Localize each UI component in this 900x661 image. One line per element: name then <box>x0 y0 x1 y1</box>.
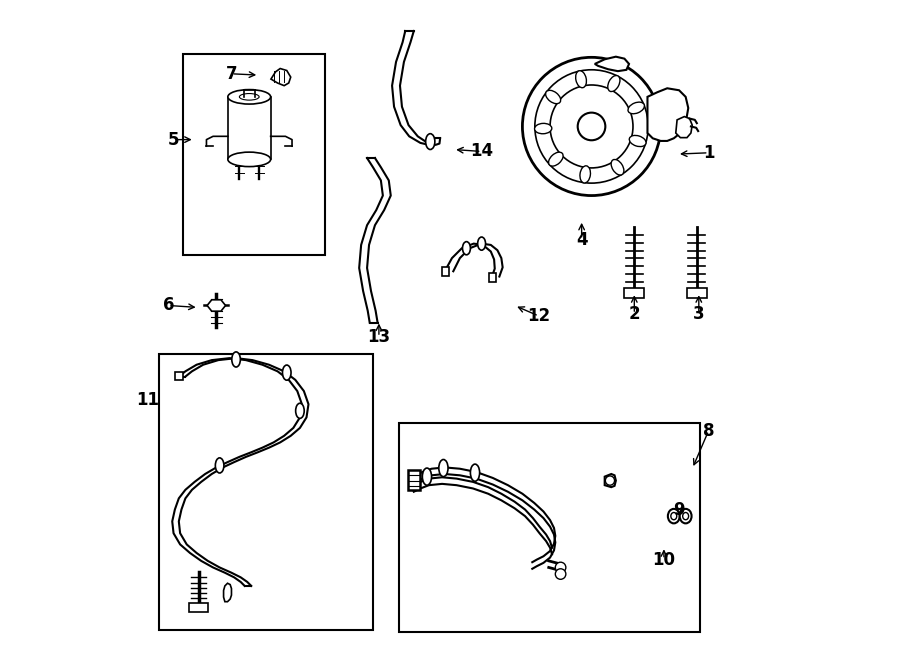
Text: 12: 12 <box>527 307 551 325</box>
Ellipse shape <box>463 242 471 254</box>
Bar <box>184 54 325 254</box>
Ellipse shape <box>478 237 485 251</box>
Ellipse shape <box>608 75 620 92</box>
Ellipse shape <box>670 512 677 520</box>
Bar <box>442 266 449 276</box>
Ellipse shape <box>683 512 688 520</box>
Text: 9: 9 <box>673 500 685 518</box>
Polygon shape <box>676 116 692 137</box>
Ellipse shape <box>426 134 435 149</box>
Text: 14: 14 <box>470 143 493 161</box>
Circle shape <box>606 476 615 485</box>
Text: 5: 5 <box>167 131 179 149</box>
Bar <box>625 288 644 297</box>
Text: 4: 4 <box>576 231 588 249</box>
Ellipse shape <box>611 159 624 175</box>
Bar <box>159 354 373 630</box>
Ellipse shape <box>215 458 224 473</box>
Circle shape <box>550 85 633 168</box>
Text: 7: 7 <box>226 65 238 83</box>
Circle shape <box>555 568 566 579</box>
Text: 13: 13 <box>367 328 391 346</box>
Text: 3: 3 <box>693 305 705 323</box>
Bar <box>687 288 707 297</box>
Circle shape <box>555 563 566 572</box>
FancyBboxPatch shape <box>408 470 419 490</box>
Ellipse shape <box>239 94 259 100</box>
Ellipse shape <box>628 102 644 114</box>
Ellipse shape <box>439 459 448 477</box>
Ellipse shape <box>576 71 587 88</box>
Ellipse shape <box>422 468 432 485</box>
Circle shape <box>578 112 606 140</box>
Polygon shape <box>605 474 616 487</box>
Polygon shape <box>207 300 226 311</box>
Text: 8: 8 <box>703 422 715 440</box>
Ellipse shape <box>228 152 271 167</box>
Polygon shape <box>223 583 231 602</box>
Ellipse shape <box>283 365 291 380</box>
Ellipse shape <box>545 91 561 104</box>
Polygon shape <box>271 69 291 86</box>
Bar <box>490 273 496 282</box>
Ellipse shape <box>232 352 240 367</box>
Ellipse shape <box>680 509 691 524</box>
Text: 10: 10 <box>652 551 675 568</box>
Ellipse shape <box>471 464 480 481</box>
Ellipse shape <box>668 509 680 524</box>
Polygon shape <box>647 89 688 141</box>
Bar <box>189 603 208 611</box>
Circle shape <box>522 58 661 196</box>
Text: 6: 6 <box>163 297 174 315</box>
Ellipse shape <box>549 152 563 166</box>
FancyBboxPatch shape <box>175 372 183 380</box>
Text: 1: 1 <box>703 144 715 162</box>
Ellipse shape <box>535 124 552 134</box>
Text: 11: 11 <box>136 391 158 408</box>
Ellipse shape <box>629 136 646 147</box>
Bar <box>399 422 700 632</box>
Circle shape <box>535 70 648 183</box>
Ellipse shape <box>580 166 590 183</box>
Ellipse shape <box>295 403 304 418</box>
Ellipse shape <box>228 90 271 104</box>
Text: 2: 2 <box>628 305 640 323</box>
Polygon shape <box>595 57 629 71</box>
